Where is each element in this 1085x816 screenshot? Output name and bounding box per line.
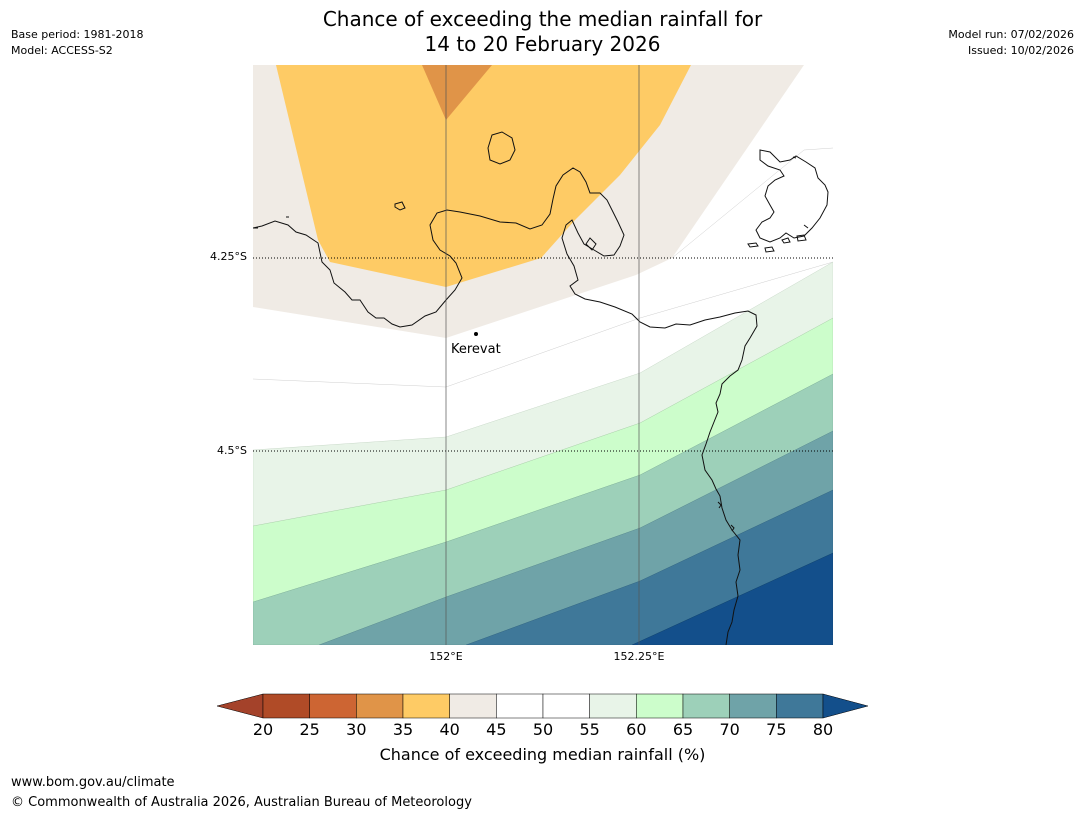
colorbar-cell <box>729 693 777 719</box>
coastline <box>253 131 829 645</box>
colorbar-cell <box>356 693 404 719</box>
meta-right: Model run: 07/02/2026 Issued: 10/02/2026 <box>948 27 1074 59</box>
colorbar-tick-label: 75 <box>766 720 787 739</box>
colorbar-tick-label: 50 <box>532 720 554 739</box>
colorbar-cell <box>402 693 450 719</box>
map-title: Chance of exceeding the median rainfall … <box>0 7 1085 57</box>
band-above-80 <box>631 552 833 645</box>
model-name: Model: ACCESS-S2 <box>11 44 113 57</box>
lat-label-4-25s: 4.25°S <box>210 250 247 263</box>
lat-label-4-5s: 4.5°S <box>217 444 247 457</box>
model-run: Model run: 07/02/2026 <box>948 28 1074 41</box>
colorbar-tick-label: 35 <box>392 720 414 739</box>
footer-url: www.bom.gov.au/climate <box>11 775 175 790</box>
colorbar-tick-label: 30 <box>346 720 367 739</box>
issued-date: Issued: 10/02/2026 <box>967 44 1074 57</box>
colorbar <box>216 693 869 719</box>
meta-left: Base period: 1981-2018 Model: ACCESS-S2 <box>11 27 143 59</box>
colorbar-cell <box>776 693 824 719</box>
colorbar-tick-label: 80 <box>812 720 834 739</box>
footer-copyright: © Commonwealth of Australia 2026, Austra… <box>11 795 472 810</box>
place-label-kerevat: Kerevat <box>451 342 501 357</box>
colorbar-extend-low <box>216 693 264 719</box>
colorbar-label: Chance of exceeding median rainfall (%) <box>379 745 706 764</box>
probability-bands <box>253 65 833 645</box>
colorbar-cell <box>636 693 684 719</box>
band-35-40 <box>276 65 691 287</box>
title-line-2: 14 to 20 February 2026 <box>424 32 661 56</box>
colorbar-tick-label: 45 <box>486 720 507 739</box>
title-line-1: Chance of exceeding the median rainfall … <box>322 7 763 31</box>
graticule <box>253 65 833 645</box>
colorbar-tick-label: 55 <box>579 720 600 739</box>
colorbar-cell <box>682 693 730 719</box>
lon-label-152e: 152°E <box>429 650 463 663</box>
colorbar-tick-label: 70 <box>719 720 740 739</box>
colorbar-tick-label: 60 <box>626 720 647 739</box>
kerevat-marker <box>474 332 478 336</box>
lon-label-152-25e: 152.25°E <box>613 650 665 663</box>
colorbar-cell <box>496 693 544 719</box>
colorbar-cell <box>309 693 357 719</box>
band-30-35 <box>422 65 492 120</box>
colorbar-cell <box>542 693 590 719</box>
colorbar-tick-label: 65 <box>672 720 694 739</box>
colorbar-tick-label: 20 <box>252 720 274 739</box>
colorbar-cell <box>449 693 497 719</box>
base-period: Base period: 1981-2018 <box>11 28 144 41</box>
colorbar-extend-high <box>822 693 869 719</box>
colorbar-tick-label: 40 <box>439 720 460 739</box>
colorbar-tick-label: 25 <box>299 720 320 739</box>
colorbar-cell <box>589 693 637 719</box>
colorbar-cell <box>262 693 310 719</box>
